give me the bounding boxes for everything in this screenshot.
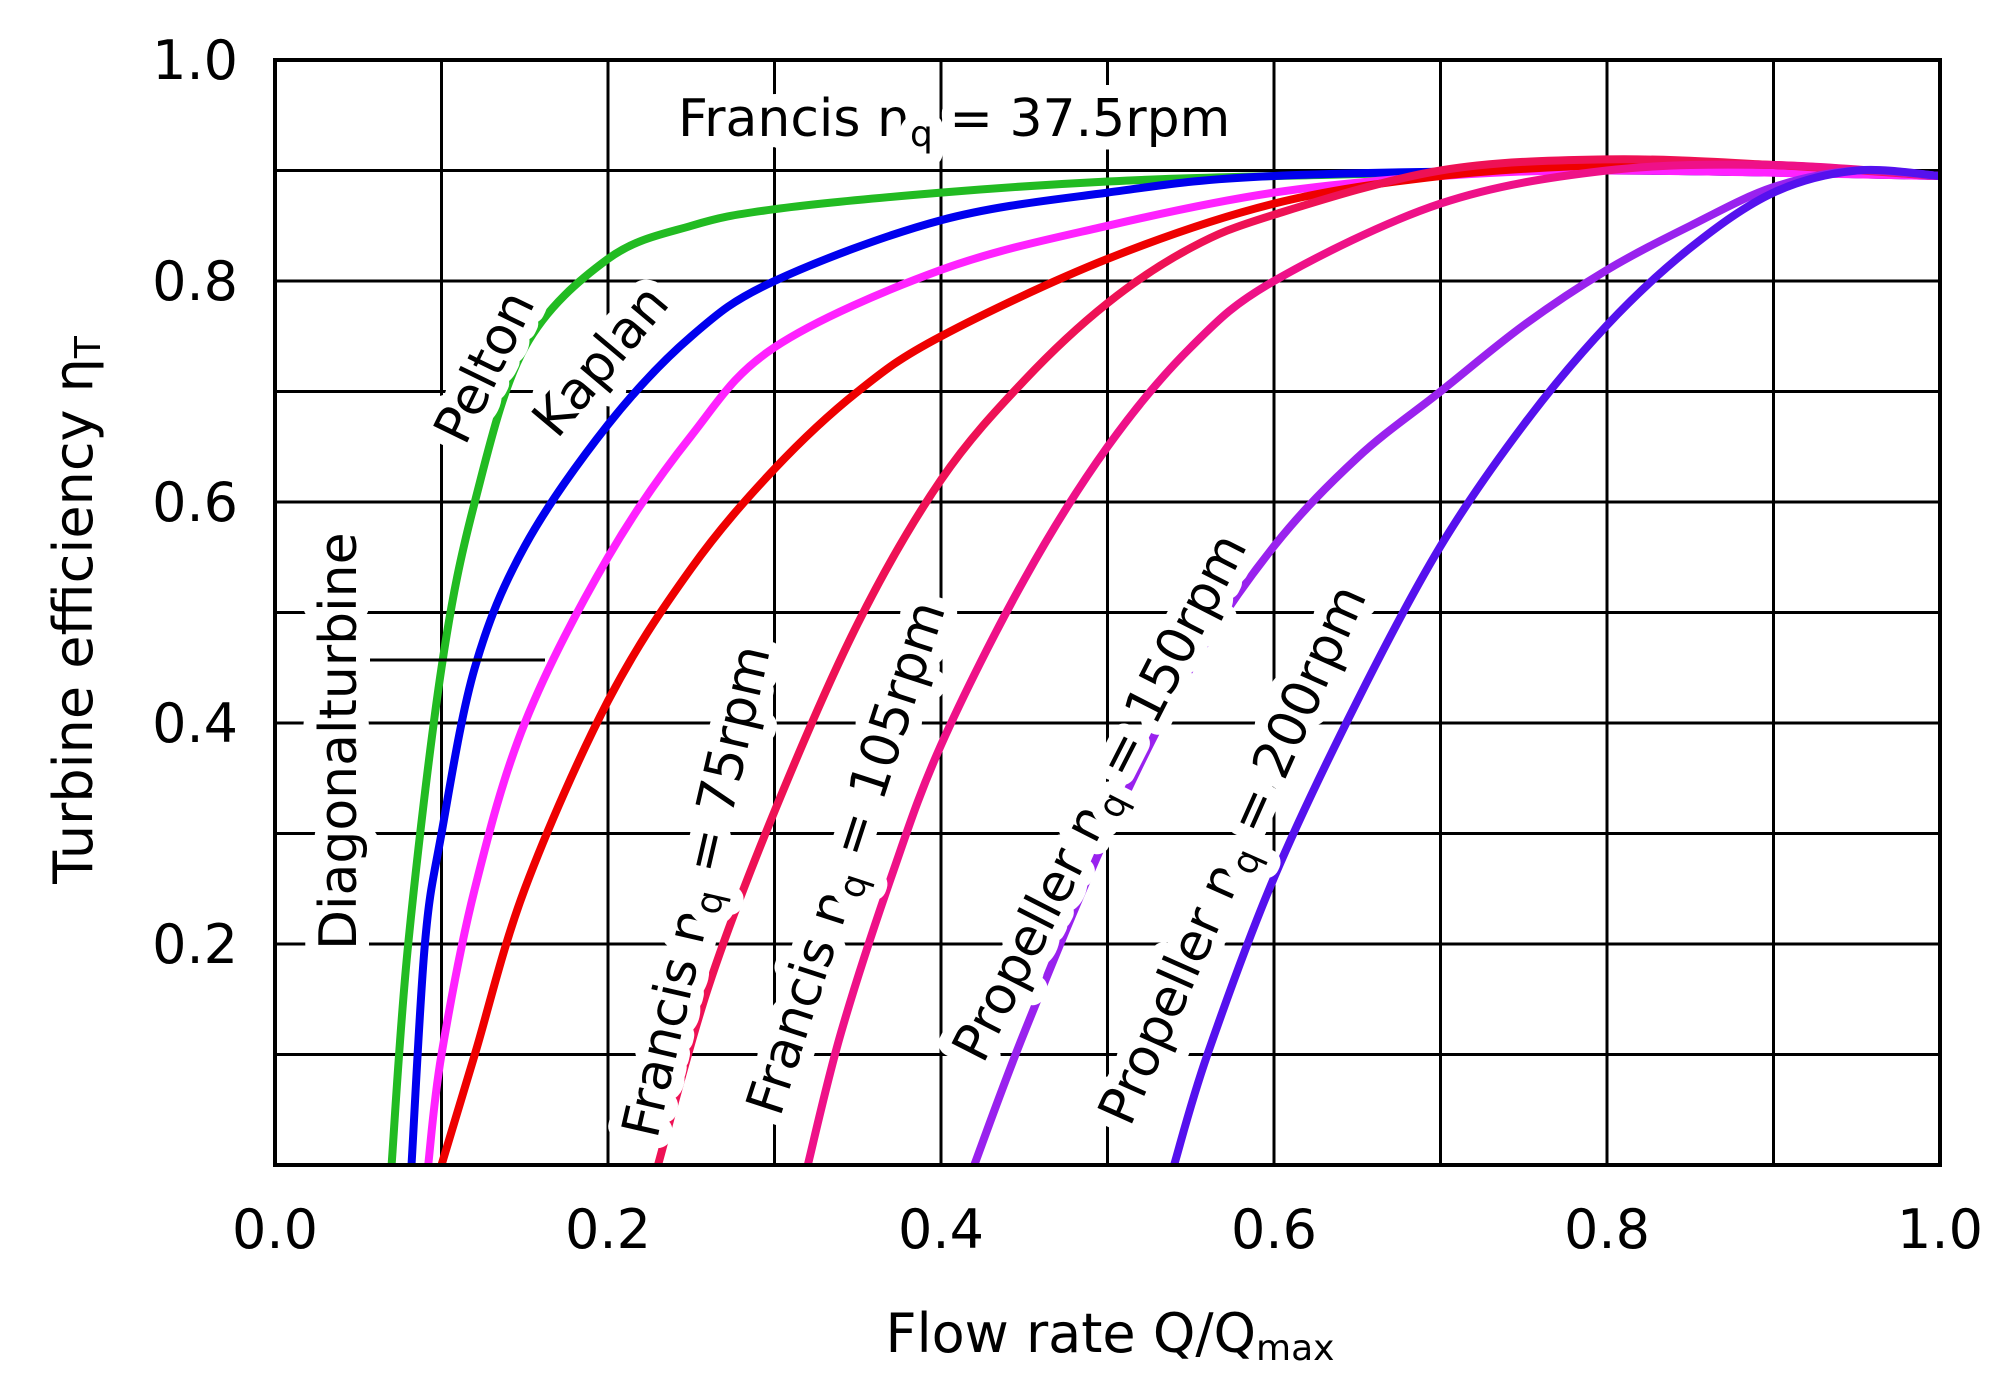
- x-tick-label: 0.2: [565, 1198, 651, 1261]
- y-tick-label: 0.6: [152, 471, 238, 534]
- x-tick-label: 0.6: [1231, 1198, 1317, 1261]
- chart-series: [387, 155, 1941, 1167]
- label-diagonalturbine: Diagonalturbine: [309, 532, 369, 950]
- label-propeller-150: Propeller nq = 150rpm: [941, 524, 1264, 1073]
- label-propeller-200: Propeller nq = 200rpm: [1087, 576, 1384, 1135]
- label-kaplan: Kaplan: [521, 274, 681, 448]
- tick-labels: 0.0 0.2 0.4 0.6 0.8 1.0 0.2 0.4 0.6 0.8 1.0: [152, 29, 1983, 1261]
- series-line-3: [437, 159, 1941, 1167]
- series-line-7: [1170, 165, 1941, 1167]
- x-tick-label: 0.8: [1564, 1198, 1650, 1261]
- y-tick-label: 0.8: [152, 250, 238, 313]
- label-francis-37: Francis nq = 37.5rpm: [678, 89, 1230, 155]
- series-line-5: [803, 160, 1941, 1166]
- y-tick-label: 0.4: [152, 692, 238, 755]
- x-tick-label: 0.0: [232, 1198, 318, 1261]
- y-tick-label: 1.0: [152, 29, 238, 92]
- y-tick-label: 0.2: [152, 913, 238, 976]
- series-line-4: [654, 155, 1941, 1167]
- x-axis-title: Flow rate Q/Qmax: [886, 1302, 1335, 1369]
- y-axis-title-sub: T: [68, 335, 109, 359]
- y-axis-title: Turbine efficiency ηT: [42, 335, 109, 885]
- x-tick-label: 0.4: [898, 1198, 984, 1261]
- series-line-6: [970, 166, 1941, 1167]
- x-axis-title-sub: max: [1256, 1328, 1334, 1369]
- plot-frame: [273, 58, 1942, 1167]
- x-tick-label: 1.0: [1897, 1198, 1983, 1261]
